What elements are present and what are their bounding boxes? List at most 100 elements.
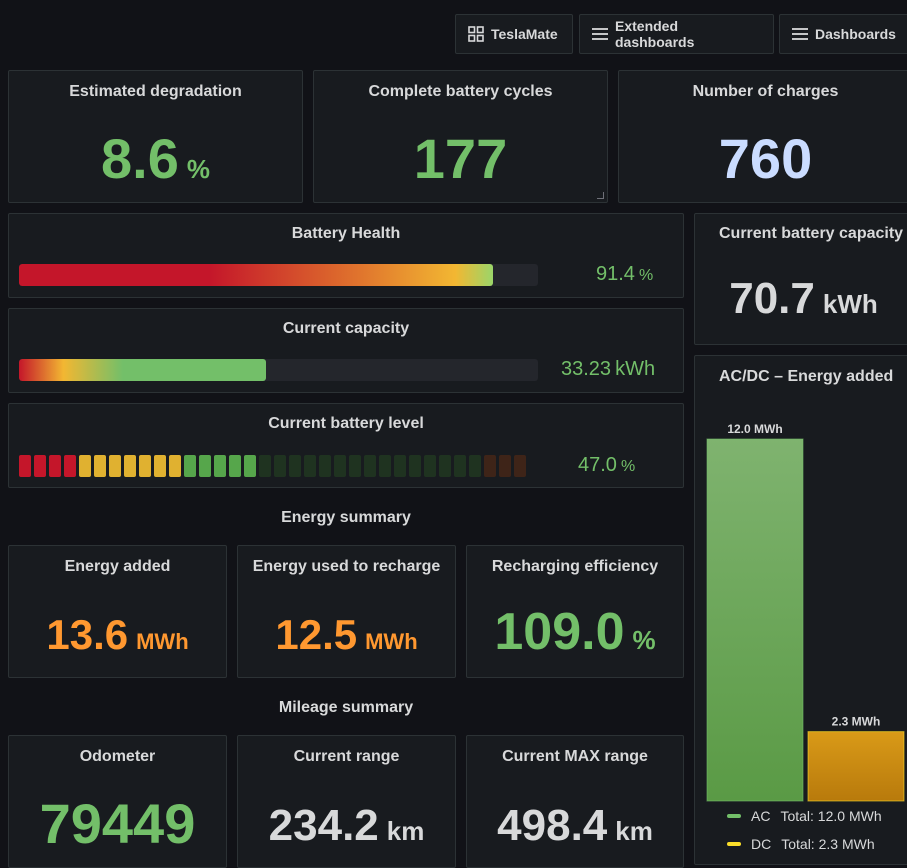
battery-cycles-panel: Complete battery cycles 177	[313, 70, 608, 203]
lcd-cell	[94, 455, 106, 477]
lcd-cell	[334, 455, 346, 477]
battery-health-panel: Battery Health 91.4%	[8, 213, 684, 298]
dashboards-label: Dashboards	[815, 26, 896, 42]
lcd-cell	[424, 455, 436, 477]
stat-value: 13.6	[46, 611, 129, 658]
stat-unit: km	[386, 816, 425, 846]
estimated-degradation-panel: Estimated degradation 8.6%	[8, 70, 303, 203]
panel-title: Recharging efficiency	[491, 558, 659, 575]
panel-title: Current capacity	[282, 320, 410, 337]
menu-bars-icon	[592, 27, 608, 41]
legend-item-ac[interactable]: AC Total: 12.0 MWh	[727, 808, 882, 824]
legend-name: AC	[751, 808, 771, 824]
resize-handle[interactable]	[597, 192, 604, 199]
lcd-cell	[169, 455, 181, 477]
lcd-cell	[139, 455, 151, 477]
lcd-cell	[79, 455, 91, 477]
bar-ac[interactable]	[706, 438, 804, 802]
bar-label-dc: 2.3 MWh	[832, 715, 881, 729]
teslamate-button[interactable]: TeslaMate	[455, 14, 573, 54]
stat-unit: MWh	[365, 629, 418, 654]
value-text: 91.4	[596, 263, 635, 285]
legend-swatch	[727, 814, 741, 818]
energy-added-panel: Energy added 13.6 MWh	[8, 545, 227, 678]
panel-title: Current MAX range	[502, 748, 648, 765]
panel-title: Odometer	[79, 748, 156, 765]
current-battery-capacity-panel: Current battery capacity 70.7 kWh	[694, 213, 907, 345]
stat-unit: km	[615, 816, 653, 846]
battery-level-lcd-gauge	[19, 455, 526, 477]
legend-name: DC	[751, 836, 772, 852]
value-text: 47.0	[578, 454, 617, 476]
panel-title: Battery Health	[291, 225, 401, 242]
lcd-cell	[19, 455, 31, 477]
lcd-cell	[304, 455, 316, 477]
current-capacity-value: 33.23 kWh	[561, 358, 655, 381]
stat-unit: kWh	[822, 289, 878, 319]
lcd-cell	[259, 455, 271, 477]
lcd-cell	[154, 455, 166, 477]
lcd-cell	[64, 455, 76, 477]
panel-title: Estimated degradation	[69, 83, 242, 100]
lcd-cell	[454, 455, 466, 477]
energy-used-stat: 12.5 MWh	[238, 614, 455, 656]
max-range-stat: 498.4 km	[467, 804, 683, 848]
panel-title: Complete battery cycles	[368, 83, 553, 100]
charges-stat: 760	[718, 127, 813, 190]
current-battery-level-panel: Current battery level 47.0%	[8, 403, 684, 488]
lcd-cell	[229, 455, 241, 477]
lcd-cell	[469, 455, 481, 477]
dashboards-button[interactable]: Dashboards	[779, 14, 907, 54]
extended-dashboards-button[interactable]: Extended dashboards	[579, 14, 774, 54]
lcd-cell	[214, 455, 226, 477]
stat-unit: %	[632, 625, 656, 655]
lcd-cell	[124, 455, 136, 477]
teslamate-label: TeslaMate	[491, 26, 558, 42]
current-capacity-bar	[19, 359, 538, 381]
bar-dc[interactable]	[807, 731, 905, 802]
lcd-cell	[244, 455, 256, 477]
panel-title: AC/DC – Energy added	[719, 368, 894, 385]
cycles-stat: 177	[413, 127, 508, 190]
battery-health-fill	[19, 264, 493, 286]
panel-title: Current range	[293, 748, 400, 765]
panel-title: Energy used to recharge	[252, 558, 441, 575]
battery-health-bar	[19, 264, 538, 286]
stat-unit: %	[186, 154, 210, 184]
lcd-cell	[109, 455, 121, 477]
lcd-cell	[409, 455, 421, 477]
acdc-energy-panel: AC/DC – Energy added 12.0 MWh 2.3 MWh AC …	[694, 355, 907, 865]
legend-item-dc[interactable]: DC Total: 2.3 MWh	[727, 836, 875, 852]
panel-title: Current battery level	[268, 415, 424, 432]
lcd-cell	[514, 455, 526, 477]
battery-cap-stat: 70.7 kWh	[695, 277, 907, 321]
lcd-cell	[34, 455, 46, 477]
unit-text: %	[620, 458, 636, 475]
lcd-cell	[484, 455, 496, 477]
lcd-cell	[499, 455, 511, 477]
mileage-summary-heading: Mileage summary	[278, 699, 414, 716]
efficiency-stat: 109.0%	[467, 606, 683, 658]
odometer-stat: 79449	[39, 792, 196, 855]
panel-title: Current battery capacity	[719, 225, 904, 242]
bar-label-ac: 12.0 MWh	[727, 422, 782, 436]
current-capacity-panel: Current capacity 33.23 kWh	[8, 308, 684, 393]
lcd-cell	[274, 455, 286, 477]
battery-health-value: 91.4%	[596, 263, 653, 286]
stat-value: 8.6	[101, 127, 179, 190]
battery-level-value: 47.0%	[578, 454, 635, 477]
unit-text: kWh	[615, 358, 656, 380]
value-text: 33.23	[561, 358, 612, 380]
current-range-stat: 234.2 km	[238, 804, 455, 848]
stat-value: 70.7	[729, 274, 815, 323]
acdc-bar-chart: 12.0 MWh 2.3 MWh	[706, 422, 905, 802]
current-range-panel: Current range 234.2 km	[237, 735, 456, 868]
lcd-cell	[364, 455, 376, 477]
legend-total: Total: 2.3 MWh	[781, 836, 875, 852]
degradation-stat: 8.6%	[9, 131, 302, 187]
unit-text: %	[638, 267, 654, 284]
odometer-panel: Odometer 79449	[8, 735, 227, 868]
stat-value: 498.4	[497, 801, 608, 850]
lcd-cell	[49, 455, 61, 477]
stat-value: 12.5	[275, 611, 358, 658]
